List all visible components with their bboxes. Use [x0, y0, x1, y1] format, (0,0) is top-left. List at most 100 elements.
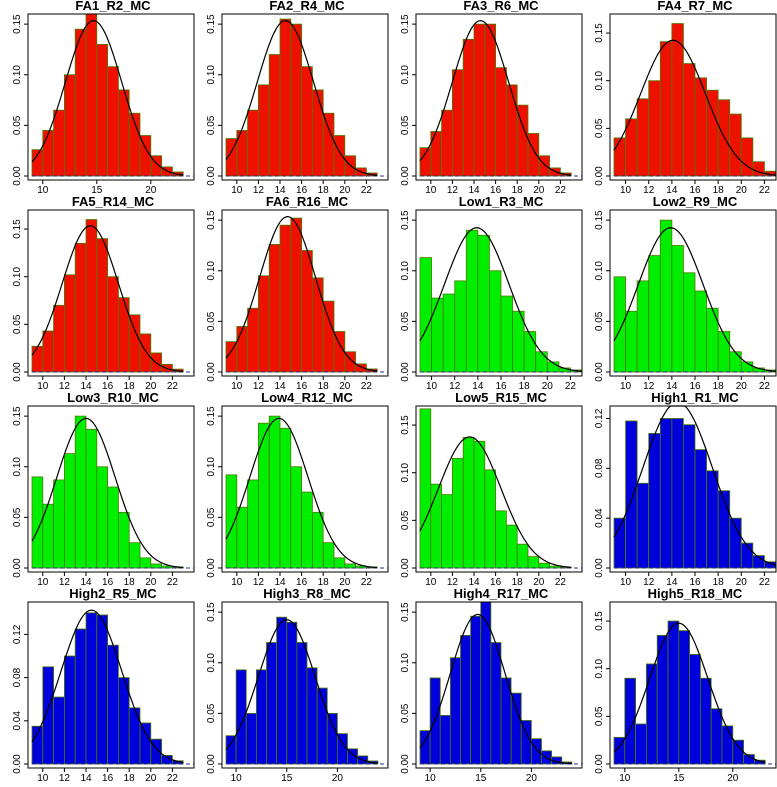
x-tick-label: 22 [555, 185, 567, 196]
y-tick-label: 0.05 [594, 311, 605, 331]
panel-title: High2_R5_MC [69, 586, 157, 601]
histogram-bar [107, 66, 119, 177]
x-tick-label: 10 [425, 577, 437, 588]
x-tick-label: 14 [274, 185, 286, 196]
histogram-bar [96, 466, 109, 569]
y-tick-label: 0.05 [400, 311, 411, 331]
x-tick-label: 16 [490, 185, 502, 196]
panel-title: Low3_R10_MC [67, 390, 159, 405]
histogram-bar [490, 642, 502, 765]
x-tick-label: 14 [666, 185, 678, 196]
histogram-bar [64, 274, 76, 373]
y-tick-label: 0.15 [12, 406, 23, 426]
x-tick-label: 14 [666, 577, 678, 588]
histogram-bar [706, 89, 719, 177]
y-tick-label: 0.10 [206, 653, 217, 673]
histogram-bar [118, 511, 130, 569]
histogram-bar [276, 616, 288, 765]
density-curve [613, 622, 766, 763]
histogram-bar [523, 331, 537, 373]
panel-title: High3_R8_MC [263, 586, 351, 601]
x-tick-label: 22 [565, 381, 577, 392]
histogram-bar [683, 424, 696, 569]
histogram-bar [473, 23, 486, 177]
plot-frame [415, 601, 583, 769]
histogram-bar [301, 66, 313, 177]
histogram-bar [717, 99, 731, 177]
y-tick-label: 0.10 [12, 65, 23, 85]
x-tick-label: 20 [332, 773, 344, 784]
histogram-bar [268, 54, 281, 177]
y-tick-label: 0.10 [400, 653, 411, 673]
histogram-bar [740, 542, 754, 569]
x-tick-label: 14 [80, 577, 92, 588]
y-tick-label: 0.00 [594, 362, 605, 382]
plot-frame [27, 209, 195, 377]
histogram-bar [268, 415, 281, 569]
y-tick-label: 0.12 [12, 624, 23, 644]
histogram-panel: FA3_R6_MC 10 12 14 16 18 20 22 0.00 0.05 0.10 0.15 [388, 0, 583, 196]
histogram-bar [419, 257, 432, 373]
histogram-panel: FA2_R4_MC 10 12 14 16 18 20 22 0.00 0.05 0.10 0.15 [194, 0, 389, 196]
y-tick-label: 0.00 [206, 166, 217, 186]
y-tick-label: 0.00 [400, 754, 411, 774]
x-tick-label: 10 [619, 773, 631, 784]
x-tick-label: 20 [145, 577, 157, 588]
x-tick-label: 12 [643, 185, 655, 196]
x-tick-label: 22 [167, 773, 179, 784]
y-tick-label: 0.15 [12, 14, 23, 34]
histogram-bar [477, 234, 490, 373]
histogram-bar [150, 563, 163, 569]
x-tick-label: 20 [145, 381, 157, 392]
histogram-bar [671, 245, 684, 373]
panel-title: High4_R17_MC [454, 586, 549, 601]
histogram-bar [296, 642, 308, 765]
histogram-bar [322, 112, 335, 177]
y-tick-label: 0.10 [206, 65, 217, 85]
histogram-bar [279, 427, 292, 569]
histogram-bar [85, 219, 98, 373]
histogram-panel: FA4_R7_MC 10 12 14 16 18 20 22 0.00 0.05 0.10 0.15 [582, 0, 777, 196]
histogram-bar [449, 657, 461, 765]
histogram-bar [659, 41, 673, 177]
x-tick-label: 14 [80, 381, 92, 392]
histogram-bar [667, 620, 680, 765]
histogram-bar [344, 563, 357, 569]
histogram-bar [74, 415, 87, 569]
histogram-bar [516, 543, 529, 569]
x-tick-label: 12 [59, 381, 71, 392]
histogram-panel: High5_R18_MC 10 15 20 0.00 0.05 0.10 0.15 [582, 586, 777, 784]
histogram-bar [636, 98, 650, 177]
histogram-bar [236, 326, 248, 373]
histogram-bar [279, 224, 292, 373]
y-tick-label: 0.00 [12, 558, 23, 578]
histogram-bar [706, 470, 719, 569]
histogram-bar [301, 491, 313, 569]
histogram-svg: Low1_R3_MC 10 12 14 16 18 20 22 0.00 0.05 0.10 0.15 [400, 194, 583, 392]
histogram-svg: FA3_R6_MC 10 12 14 16 18 20 22 0.00 0.05 0.10 0.15 [400, 0, 583, 196]
x-tick-label: 10 [620, 381, 632, 392]
histogram-bar [85, 612, 98, 765]
histogram-panel: Low2_R9_MC 10 12 14 16 18 20 22 0.00 0.05 0.10 0.15 [582, 194, 777, 392]
x-tick-label: 14 [274, 381, 286, 392]
histogram-bar [454, 280, 467, 373]
x-tick-label: 12 [253, 381, 265, 392]
histogram-bar [333, 135, 346, 177]
x-tick-label: 10 [37, 773, 49, 784]
panel-title: Low5_R15_MC [455, 390, 547, 405]
histogram-bar [286, 621, 298, 765]
histogram-bar [107, 276, 119, 373]
x-tick-label: 18 [124, 381, 136, 392]
histogram-panel: High3_R8_MC 10 15 20 0.00 0.05 0.10 0.15 [194, 586, 389, 784]
x-tick-label: 18 [318, 185, 330, 196]
histogram-bar [648, 80, 661, 177]
histogram-svg: FA1_R2_MC 10 15 20 0.00 0.05 0.10 0.15 [12, 0, 195, 196]
histogram-bar [74, 628, 87, 765]
x-tick-label: 20 [526, 773, 538, 784]
x-tick-label: 18 [124, 773, 136, 784]
histogram-bar [740, 137, 754, 177]
histogram-bar [139, 722, 152, 765]
histogram-bar [625, 310, 638, 373]
histogram-bar [441, 494, 453, 569]
panel-title: Low4_R12_MC [261, 390, 353, 405]
